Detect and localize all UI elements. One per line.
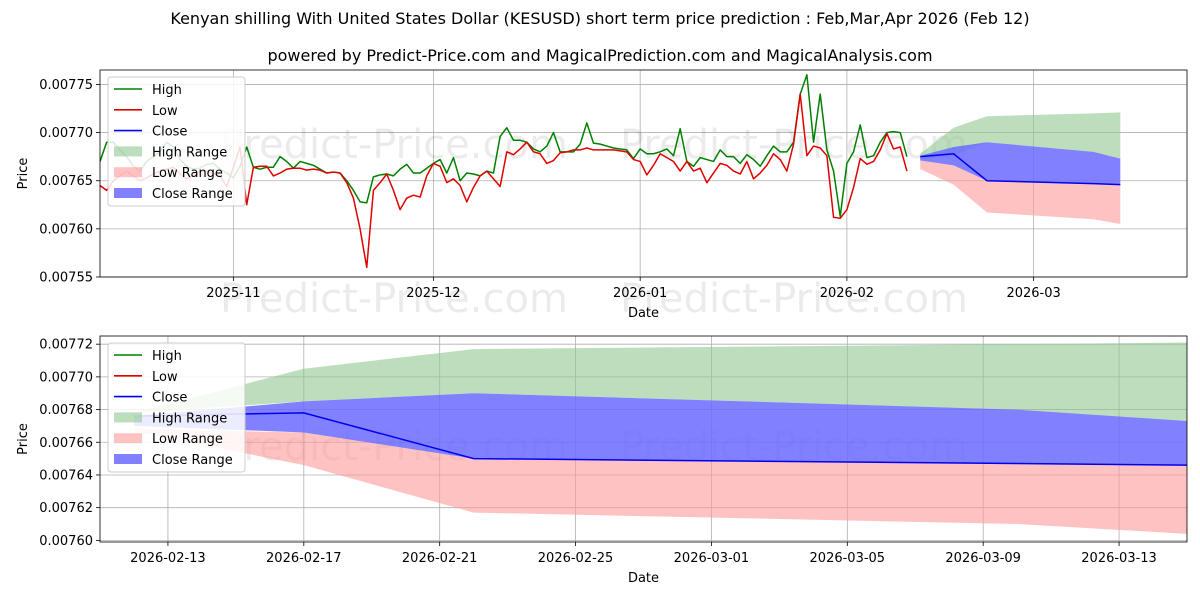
legend-label: Low Range — [152, 166, 223, 181]
legend-label: High Range — [152, 411, 227, 426]
x-tick-label: 2026-02 — [820, 286, 874, 301]
y-tick-label: 0.00768 — [39, 403, 93, 418]
close-range-band — [920, 142, 1121, 185]
plot-area — [100, 74, 1121, 269]
legend: High Low Close High Range Low Range Close Ran… — [107, 76, 246, 207]
legend-box — [107, 342, 246, 473]
chart-panel-2: Predict-Price.comPredict-Price.com0.0076… — [16, 335, 1188, 586]
x-tick-label: 2026-02-21 — [402, 551, 478, 566]
y-tick-label: 0.00755 — [39, 271, 93, 286]
chart-panel-1: Predict-Price.com Predict-Price.com Predic… — [16, 69, 1188, 322]
watermark-text: Predict-Price.com — [220, 276, 568, 322]
legend-label: High — [152, 349, 182, 364]
y-tick-label: 0.00762 — [39, 501, 93, 516]
legend-label: Close — [152, 125, 187, 140]
low-range-band — [133, 429, 1187, 534]
legend-box — [107, 76, 246, 207]
close-series-line — [920, 152, 1121, 186]
x-tick-label: 2026-02-13 — [130, 551, 206, 566]
legend-label: High Range — [152, 145, 227, 160]
legend-label: Low — [152, 104, 178, 119]
x-tick-label: 2026-03-05 — [810, 551, 886, 566]
legend-patch-swatch — [114, 412, 142, 423]
close-series-line — [133, 412, 1187, 466]
y-tick-label: 0.00760 — [39, 534, 93, 549]
legend: High Low Close High Range Low Range Close Ran… — [107, 342, 246, 473]
y-tick-label: 0.00775 — [39, 78, 93, 93]
y-tick-label: 0.00764 — [39, 468, 93, 483]
legend-patch-swatch — [114, 167, 142, 178]
close-range-band — [133, 393, 1187, 466]
watermark: Predict-Price.com Predict-Price.com Predic… — [220, 122, 968, 322]
x-tick-label: 2026-01 — [613, 286, 667, 301]
legend-patch-swatch — [114, 146, 142, 157]
x-tick-label: 2026-03-01 — [674, 551, 750, 566]
x-tick-label: 2025-12 — [406, 286, 460, 301]
x-tick-label: 2026-03-09 — [945, 551, 1021, 566]
legend-label: Close — [152, 391, 187, 406]
x-axis-label: Date — [628, 571, 659, 586]
high-range-band — [133, 342, 1187, 422]
legend-patch-swatch — [114, 454, 142, 464]
y-tick-label: 0.00770 — [39, 126, 93, 141]
y-tick-label: 0.00772 — [39, 338, 93, 353]
x-tick-label: 2026-02-25 — [538, 551, 614, 566]
x-axis-label: Date — [628, 306, 659, 321]
chart-subtitle: powered by Predict-Price.com and Magical… — [267, 46, 933, 65]
legend-label: Low Range — [152, 432, 223, 447]
x-tick-label: 2026-03 — [1006, 286, 1060, 301]
y-axis-label: Price — [16, 158, 31, 190]
y-tick-label: 0.00760 — [39, 222, 93, 237]
x-tick-label: 2025-11 — [206, 286, 260, 301]
y-tick-label: 0.00765 — [39, 174, 93, 189]
low-range-band — [920, 160, 1121, 225]
x-tick-label: 2026-03-13 — [1081, 551, 1157, 566]
x-tick-label: 2026-02-17 — [266, 551, 342, 566]
legend-label: Close Range — [152, 187, 233, 202]
legend-label: High — [152, 83, 182, 98]
legend-patch-swatch — [114, 433, 142, 444]
legend-patch-swatch — [114, 188, 142, 198]
plot-frame — [99, 335, 1188, 543]
watermark-text: Predict-Price.com — [220, 122, 568, 168]
legend-label: Low — [152, 370, 178, 385]
y-tick-label: 0.00770 — [39, 370, 93, 385]
plot-area — [133, 342, 1187, 534]
y-tick-label: 0.00766 — [39, 436, 93, 451]
chart-title: Kenyan shilling With United States Dolla… — [170, 9, 1030, 28]
legend-label: Close Range — [152, 453, 233, 468]
y-axis-label: Price — [16, 423, 31, 455]
plot-frame — [99, 69, 1188, 278]
watermark-text: Predict-Price.com — [620, 276, 968, 322]
